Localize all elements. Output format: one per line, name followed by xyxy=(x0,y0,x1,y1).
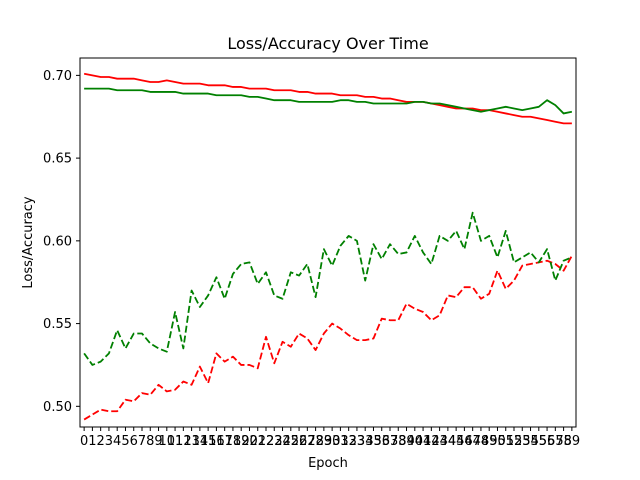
x-tick-label: 57 xyxy=(547,434,564,449)
x-tick-label: 58 xyxy=(555,434,572,449)
x-tick-label: 45 xyxy=(448,434,465,449)
x-tick-label: 15 xyxy=(200,434,217,449)
x-tick-label: 37 xyxy=(382,434,399,449)
x-tick-label: 10 xyxy=(159,434,176,449)
x-tick-label: 29 xyxy=(316,434,333,449)
x-tick-label: 16 xyxy=(208,434,225,449)
x-tick-label: 13 xyxy=(183,434,200,449)
x-tick-label: 51 xyxy=(497,434,514,449)
series-line-4 xyxy=(83,211,573,366)
y-axis-title: Loss/Accuracy xyxy=(21,196,36,289)
x-tick-label: 43 xyxy=(431,434,448,449)
y-axis: 0.50 0.55 0.60 0.65 0.70 xyxy=(43,69,80,415)
x-tick-label: 25 xyxy=(283,434,300,449)
plot-frame xyxy=(79,57,577,428)
x-tick-label: 5 xyxy=(121,434,129,449)
chart-title: Loss/Accuracy Over Time xyxy=(227,34,428,53)
x-tick-label: 54 xyxy=(522,434,539,449)
x-tick-label: 9 xyxy=(154,434,162,449)
x-tick-label: 34 xyxy=(357,434,374,449)
x-tick-label: 48 xyxy=(473,434,490,449)
x-tick-label: 31 xyxy=(332,434,349,449)
x-tick-label: 32 xyxy=(340,434,357,449)
series-line-2 xyxy=(84,87,573,115)
x-tick-label: 27 xyxy=(299,434,316,449)
x-tick-label: 7 xyxy=(138,434,146,449)
y-tick-label: 0.60 xyxy=(43,234,72,249)
x-tick-label: 24 xyxy=(274,434,291,449)
x-tick-label: 36 xyxy=(373,434,390,449)
x-tick-label: 50 xyxy=(489,434,506,449)
x-tick-label: 28 xyxy=(307,434,324,449)
y-tick-label: 0.65 xyxy=(43,152,72,167)
y-tick-label: 0.55 xyxy=(43,317,72,332)
x-tick-label: 20 xyxy=(241,434,258,449)
plot-lines xyxy=(83,72,573,421)
x-tick-label: 33 xyxy=(349,434,366,449)
x-tick-label: 39 xyxy=(398,434,415,449)
x-tick-label: 4 xyxy=(113,434,121,449)
series-line-3 xyxy=(83,255,573,421)
x-tick-label: 59 xyxy=(564,434,581,449)
x-tick-label: 42 xyxy=(423,434,440,449)
y-tick-label: 0.50 xyxy=(43,400,72,415)
x-tick-label: 8 xyxy=(146,434,154,449)
x-tick-label: 3 xyxy=(105,434,113,449)
x-tick-label: 38 xyxy=(390,434,407,449)
x-tick-label: 2 xyxy=(97,434,105,449)
x-tick-label: 35 xyxy=(365,434,382,449)
x-tick-label: 40 xyxy=(407,434,424,449)
x-tick-label: 53 xyxy=(514,434,531,449)
x-axis-title: Epoch xyxy=(308,456,348,471)
x-tick-label: 55 xyxy=(531,434,548,449)
x-tick-label: 47 xyxy=(464,434,481,449)
x-tick-label: 0 xyxy=(80,434,88,449)
x-tick-label: 26 xyxy=(291,434,308,449)
x-tick-label: 23 xyxy=(266,434,283,449)
x-tick-label: 11 xyxy=(167,434,184,449)
x-tick-label: 22 xyxy=(258,434,275,449)
x-tick-label: 18 xyxy=(225,434,242,449)
x-axis: 0 1 2 3 4 5 6 7 8 9101112131415161718192021222324… xyxy=(80,427,580,449)
x-tick-label: 17 xyxy=(216,434,233,449)
x-tick-label: 49 xyxy=(481,434,498,449)
x-tick-label: 21 xyxy=(249,434,266,449)
x-tick-label: 44 xyxy=(440,434,457,449)
y-tick-label: 0.70 xyxy=(43,69,72,84)
x-tick-label: 30 xyxy=(324,434,341,449)
x-tick-label: 52 xyxy=(506,434,523,449)
x-tick-label: 19 xyxy=(233,434,250,449)
x-tick-label: 46 xyxy=(456,434,473,449)
x-tick-label: 41 xyxy=(415,434,432,449)
x-tick-label: 56 xyxy=(539,434,556,449)
x-tick-label: 6 xyxy=(130,434,138,449)
x-tick-label: 1 xyxy=(88,434,96,449)
x-tick-label: 14 xyxy=(192,434,209,449)
x-tick-label: 12 xyxy=(175,434,192,449)
